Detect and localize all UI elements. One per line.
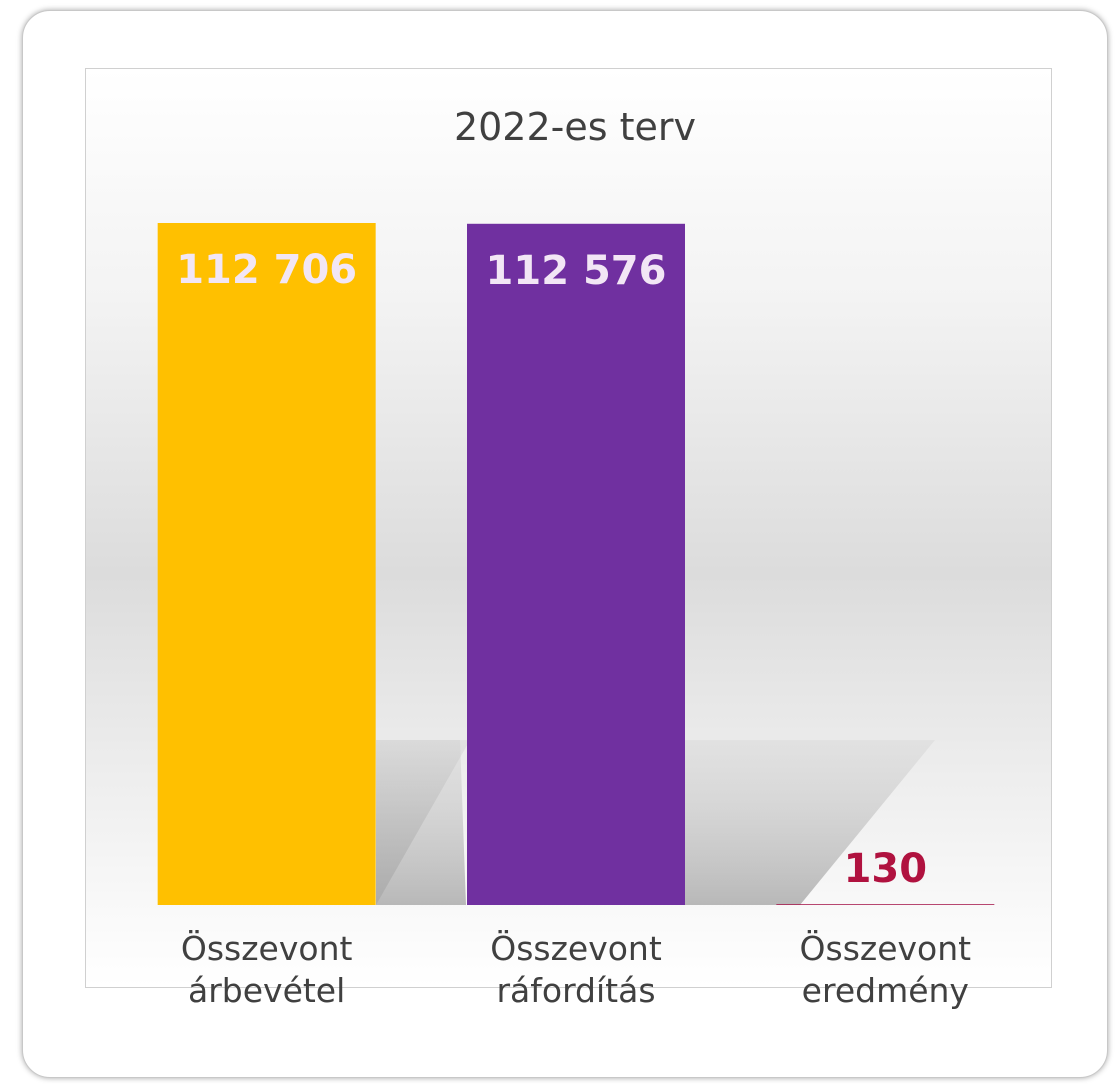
bar xyxy=(776,904,995,905)
bar xyxy=(467,223,685,906)
bar xyxy=(157,223,376,905)
value-label: 112 576 xyxy=(486,248,667,294)
chart-title: 2022-es terv xyxy=(454,105,696,149)
x-tick-label: Összevont árbevétel xyxy=(180,929,353,1010)
shadow xyxy=(376,740,466,905)
x-tick-label: Összevont eredmény xyxy=(799,929,972,1010)
value-label: 130 xyxy=(844,846,928,892)
x-tick-label: Összevont ráfordítás xyxy=(490,929,662,1010)
value-label: 112 706 xyxy=(176,247,357,293)
shadow xyxy=(684,740,935,905)
